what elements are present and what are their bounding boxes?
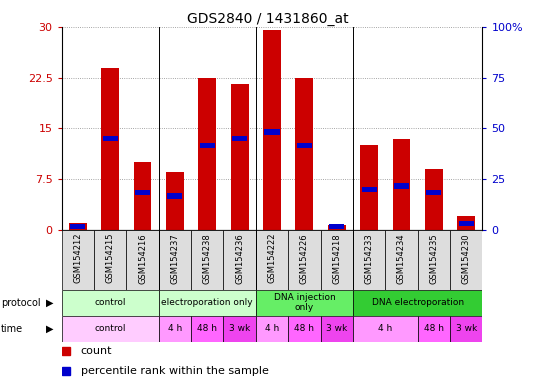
Text: 48 h: 48 h: [424, 324, 444, 333]
Bar: [392, 139, 411, 230]
Text: GSM154236: GSM154236: [235, 233, 244, 284]
Bar: [288, 316, 321, 342]
Text: GSM154212: GSM154212: [73, 233, 83, 283]
Text: 3 wk: 3 wk: [326, 324, 347, 333]
Bar: [418, 316, 450, 342]
Text: GSM154226: GSM154226: [300, 233, 309, 284]
Text: 48 h: 48 h: [294, 324, 315, 333]
Text: percentile rank within the sample: percentile rank within the sample: [80, 366, 269, 376]
Text: GSM154218: GSM154218: [332, 233, 341, 284]
Text: DNA injection
only: DNA injection only: [273, 293, 335, 312]
Bar: [353, 290, 482, 316]
Text: ▶: ▶: [46, 324, 53, 334]
Text: 48 h: 48 h: [197, 324, 217, 333]
Bar: [224, 316, 256, 342]
Bar: [256, 230, 288, 290]
Bar: [321, 230, 353, 290]
Bar: [70, 224, 85, 229]
Bar: [62, 316, 159, 342]
Bar: [224, 230, 256, 290]
Text: 4 h: 4 h: [168, 324, 182, 333]
Bar: [101, 68, 119, 230]
Bar: [297, 143, 312, 148]
Bar: [62, 230, 94, 290]
Text: control: control: [94, 298, 126, 307]
Bar: [394, 183, 409, 189]
Text: GDS2840 / 1431860_at: GDS2840 / 1431860_at: [187, 12, 349, 25]
Text: protocol: protocol: [1, 298, 41, 308]
Text: GSM154230: GSM154230: [461, 233, 471, 284]
Bar: [159, 316, 191, 342]
Bar: [264, 129, 280, 134]
Bar: [425, 169, 443, 230]
Bar: [166, 172, 184, 230]
Bar: [133, 162, 152, 230]
Bar: [450, 230, 482, 290]
Bar: [62, 290, 159, 316]
Text: GSM154216: GSM154216: [138, 233, 147, 284]
Bar: [426, 190, 442, 195]
Bar: [135, 190, 150, 195]
Bar: [69, 223, 87, 230]
Bar: [362, 187, 377, 192]
Bar: [385, 230, 418, 290]
Bar: [457, 217, 475, 230]
Text: GSM154222: GSM154222: [267, 233, 277, 283]
Bar: [198, 78, 216, 230]
Bar: [263, 30, 281, 230]
Text: 4 h: 4 h: [265, 324, 279, 333]
Bar: [321, 316, 353, 342]
Bar: [418, 230, 450, 290]
Bar: [328, 225, 346, 230]
Text: ▶: ▶: [46, 298, 53, 308]
Bar: [200, 143, 215, 148]
Bar: [191, 230, 224, 290]
Text: count: count: [80, 346, 112, 356]
Bar: [353, 316, 418, 342]
Text: GSM154237: GSM154237: [170, 233, 180, 284]
Text: control: control: [94, 324, 126, 333]
Text: DNA electroporation: DNA electroporation: [371, 298, 464, 307]
Bar: [353, 230, 385, 290]
Text: GSM154233: GSM154233: [364, 233, 374, 284]
Text: 4 h: 4 h: [378, 324, 392, 333]
Bar: [231, 84, 249, 230]
Text: 3 wk: 3 wk: [456, 324, 477, 333]
Text: GSM154238: GSM154238: [203, 233, 212, 284]
Bar: [126, 230, 159, 290]
Text: electroporation only: electroporation only: [161, 298, 253, 307]
Bar: [159, 230, 191, 290]
Bar: [167, 194, 182, 199]
Bar: [360, 146, 378, 230]
Text: time: time: [1, 324, 23, 334]
Text: GSM154234: GSM154234: [397, 233, 406, 284]
Bar: [191, 316, 224, 342]
Bar: [232, 136, 247, 141]
Bar: [159, 290, 256, 316]
Bar: [256, 316, 288, 342]
Bar: [102, 136, 118, 141]
Text: GSM154235: GSM154235: [429, 233, 438, 284]
Bar: [94, 230, 126, 290]
Bar: [329, 224, 344, 229]
Text: GSM154215: GSM154215: [106, 233, 115, 283]
Bar: [459, 220, 474, 226]
Bar: [288, 230, 321, 290]
Bar: [295, 78, 313, 230]
Bar: [256, 290, 353, 316]
Bar: [450, 316, 482, 342]
Text: 3 wk: 3 wk: [229, 324, 250, 333]
